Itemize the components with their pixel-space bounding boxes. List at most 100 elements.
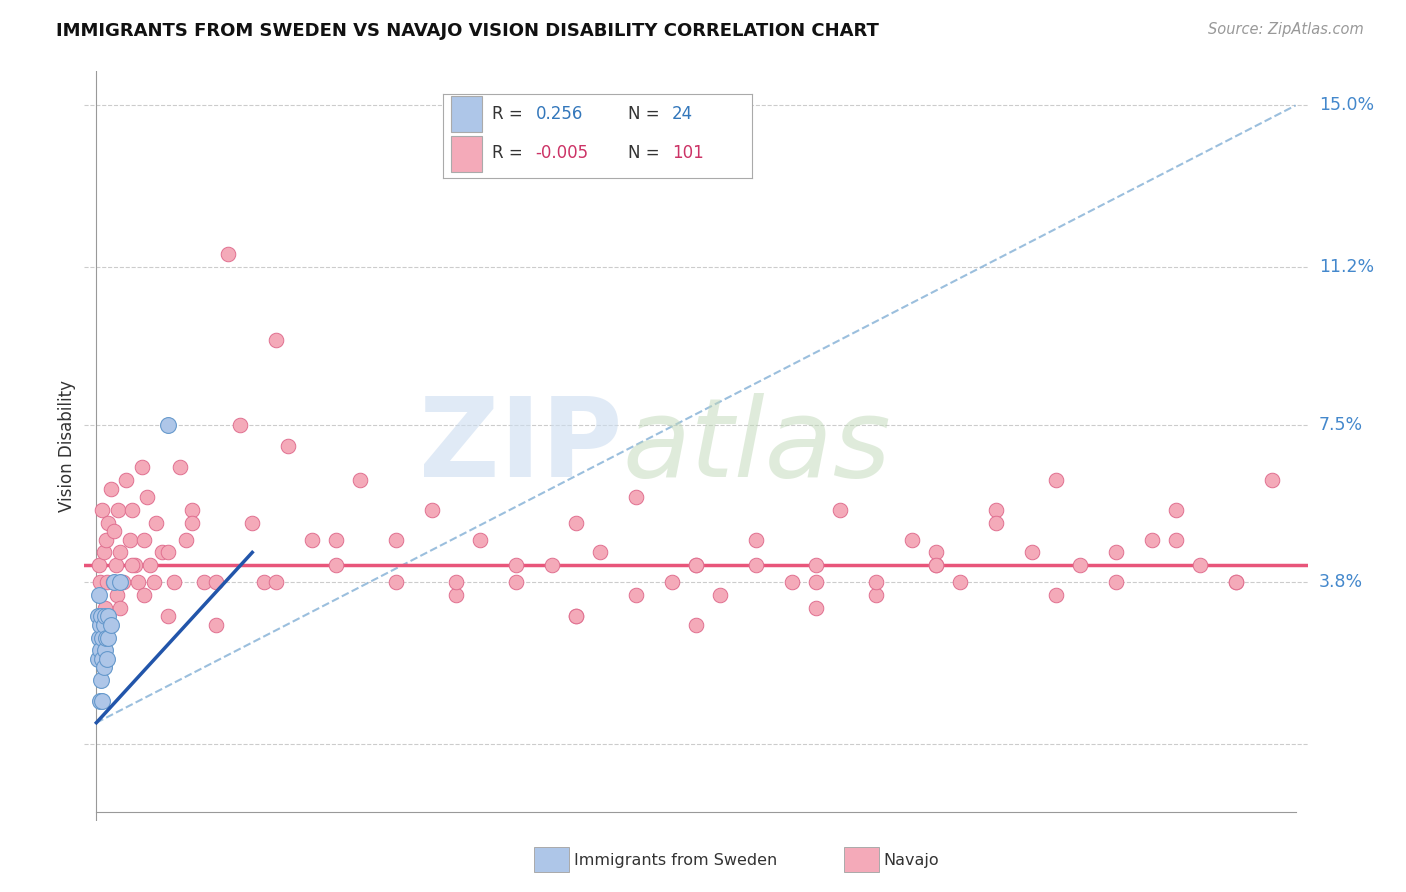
Point [685, 558, 707, 573]
Point [264, 333, 287, 347]
Point [745, 558, 768, 573]
Point [94, 533, 117, 547]
Point [1140, 533, 1163, 547]
Point [111, 575, 134, 590]
Point [984, 503, 1007, 517]
Point [134, 533, 156, 547]
Point [93, 609, 117, 624]
Point [1069, 558, 1091, 573]
Point [565, 609, 588, 624]
Point [1225, 575, 1247, 590]
Point [565, 516, 588, 530]
Point [96, 575, 118, 590]
Text: 3.8%: 3.8% [1319, 574, 1362, 591]
Point [131, 460, 153, 475]
Point [804, 600, 827, 615]
Point [91, 631, 114, 645]
Point [984, 516, 1007, 530]
Point [193, 575, 215, 590]
Text: atlas: atlas [623, 392, 891, 500]
Point [1260, 473, 1282, 487]
Point [104, 558, 127, 573]
Point [925, 558, 948, 573]
Point [685, 558, 707, 573]
Point [505, 575, 527, 590]
Text: 7.5%: 7.5% [1319, 416, 1362, 434]
Point [1225, 575, 1247, 590]
Point [949, 575, 972, 590]
Text: N =: N = [628, 105, 659, 123]
Point [468, 533, 491, 547]
Text: -0.005: -0.005 [536, 144, 589, 162]
Text: 15.0%: 15.0% [1319, 96, 1374, 114]
Point [97, 631, 120, 645]
Point [87, 588, 110, 602]
Point [661, 575, 683, 590]
Text: Immigrants from Sweden: Immigrants from Sweden [574, 854, 778, 868]
Point [150, 545, 173, 559]
Point [624, 490, 647, 504]
Point [181, 516, 204, 530]
Point [804, 575, 827, 590]
Point [93, 660, 115, 674]
Point [174, 533, 197, 547]
Point [264, 575, 287, 590]
Point [101, 575, 124, 590]
Point [1105, 545, 1128, 559]
Point [709, 588, 731, 602]
Point [325, 533, 347, 547]
Point [804, 558, 827, 573]
Point [135, 490, 157, 504]
Point [87, 631, 110, 645]
Point [1164, 533, 1187, 547]
Point [90, 609, 112, 624]
Y-axis label: Vision Disability: Vision Disability [58, 380, 76, 512]
Point [91, 694, 114, 708]
Point [865, 588, 887, 602]
Point [110, 545, 132, 559]
Point [97, 609, 120, 624]
Point [110, 600, 132, 615]
Point [134, 588, 156, 602]
Point [157, 609, 180, 624]
Point [865, 575, 887, 590]
Point [124, 558, 146, 573]
Point [828, 503, 851, 517]
Point [86, 652, 108, 666]
Point [142, 575, 165, 590]
Text: R =: R = [492, 105, 523, 123]
Point [277, 439, 299, 453]
FancyBboxPatch shape [450, 96, 481, 132]
Point [118, 533, 141, 547]
Point [780, 575, 803, 590]
Point [96, 652, 118, 666]
Point [100, 617, 122, 632]
Point [93, 643, 117, 657]
Point [444, 575, 467, 590]
Point [115, 473, 138, 487]
Point [1164, 503, 1187, 517]
Point [103, 524, 125, 538]
Point [105, 588, 128, 602]
Point [217, 247, 239, 261]
Point [349, 473, 371, 487]
Point [181, 503, 204, 517]
FancyBboxPatch shape [450, 136, 481, 171]
Point [505, 558, 527, 573]
Point [420, 503, 443, 517]
Point [1105, 575, 1128, 590]
Point [169, 460, 191, 475]
Point [541, 558, 564, 573]
Point [385, 533, 408, 547]
Text: Source: ZipAtlas.com: Source: ZipAtlas.com [1208, 22, 1364, 37]
Point [157, 417, 180, 432]
Text: ZIP: ZIP [419, 392, 623, 500]
Point [91, 652, 114, 666]
Point [589, 545, 612, 559]
Point [1045, 588, 1067, 602]
Point [229, 417, 252, 432]
Point [253, 575, 276, 590]
Point [444, 588, 467, 602]
Point [145, 516, 167, 530]
Point [1021, 545, 1043, 559]
